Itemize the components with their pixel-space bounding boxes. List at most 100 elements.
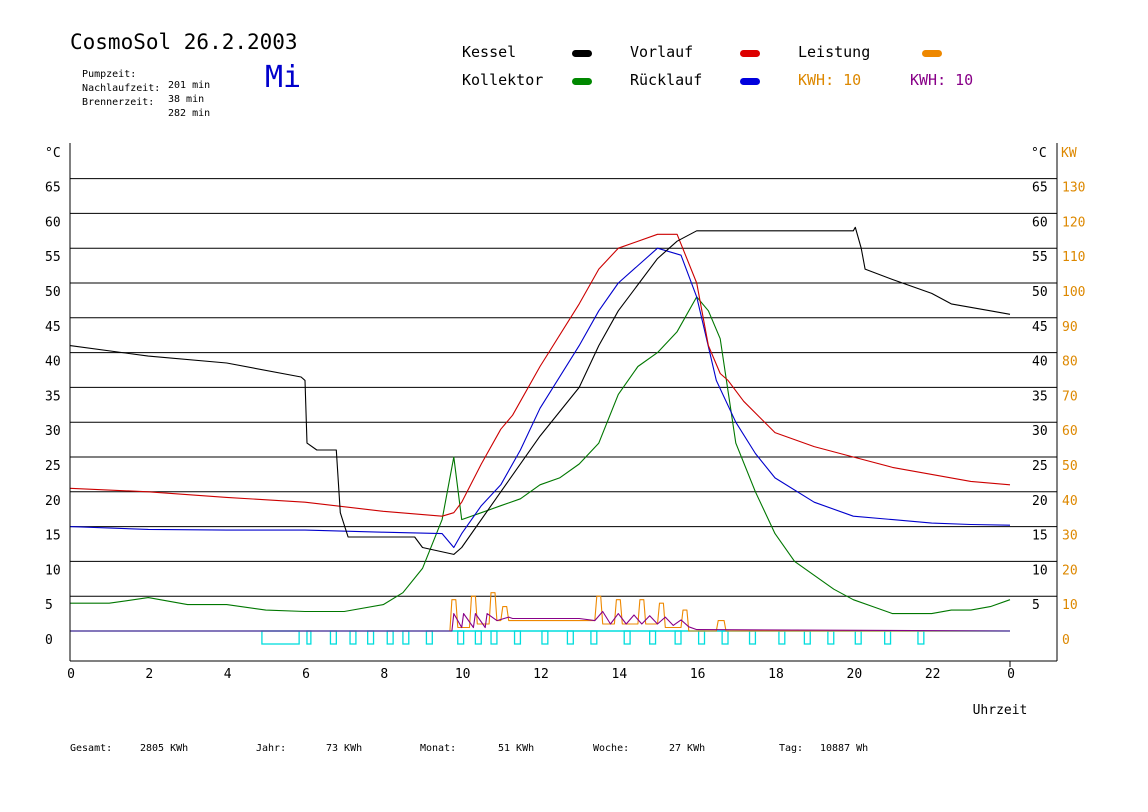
x-tick-label: 6 <box>302 667 310 682</box>
y-tick-left-label: 5 <box>45 598 53 613</box>
legend-kwh-purple: KWH: 10 <box>910 71 974 89</box>
y-tick-left-label: 60 <box>45 215 61 230</box>
y-tick-right-kw-label: 90 <box>1062 320 1078 335</box>
legend-kessel-label: Kessel <box>462 43 517 61</box>
legend-kollektor-label: Kollektor <box>462 71 544 89</box>
pump-bar <box>541 630 549 645</box>
x-tick-label: 2 <box>145 667 153 682</box>
footer-jahr-value: 73 KWh <box>326 743 363 754</box>
pump-bar <box>697 630 706 645</box>
y-tick-right-temp-label: 5 <box>1032 598 1040 613</box>
pump-bar <box>425 630 433 645</box>
info-brennerzeit: Brennerzeit: 282 min <box>70 86 210 119</box>
y-tick-right-kw-label: 0 <box>1062 633 1070 648</box>
legend-leistung-label: Leistung <box>798 43 871 61</box>
pump-bar <box>349 630 357 645</box>
series-lines <box>69 226 1011 632</box>
y-tick-right-temp-label: 40 <box>1032 355 1048 370</box>
y-tick-right-kw-label: 30 <box>1062 529 1078 544</box>
pump-bar <box>827 630 835 645</box>
y-tick-right-temp-label: 15 <box>1032 529 1048 544</box>
pump-bar <box>402 630 410 645</box>
y-tick-left-label: 55 <box>45 250 61 265</box>
tick-labels: 0510152025303540455055606551015202530354… <box>45 146 1085 718</box>
pump-bar <box>590 630 598 645</box>
pump-bar <box>884 630 892 645</box>
pump-bar <box>329 630 337 645</box>
legend-kwh-orange: KWH: 10 <box>798 71 862 89</box>
y-tick-left-label: 25 <box>45 459 61 474</box>
info-value: 282 min <box>168 108 211 119</box>
info-label: Nachlaufzeit: <box>82 83 161 94</box>
pump-bar <box>490 630 498 645</box>
pump-bar <box>474 630 482 645</box>
grid-lines <box>70 178 1057 597</box>
x-tick-label: 4 <box>224 667 232 682</box>
y-tick-right-kw-label: 80 <box>1062 355 1078 370</box>
y-tick-right-temp-label: 55 <box>1032 250 1048 265</box>
info-label: Brennerzeit: <box>82 97 155 108</box>
footer-gesamt-value: 2805 KWh <box>140 743 189 754</box>
info-value: 38 min <box>168 94 205 105</box>
pump-bar <box>649 630 657 645</box>
pump-bar <box>566 630 574 645</box>
y-tick-right-temp-label: 45 <box>1032 320 1048 335</box>
pump-bar <box>854 630 862 645</box>
y-tick-left-label: 50 <box>45 285 61 300</box>
page-title: CosmoSol 26.2.2003 <box>70 30 298 54</box>
x-tick-label: 20 <box>847 667 863 682</box>
info-pumpzeit: Pumpzeit: 201 min <box>70 58 210 91</box>
x-tick-label: 18 <box>768 667 784 682</box>
weekday-label: Mi <box>265 60 302 95</box>
footer-monat-label: Monat: <box>420 743 457 754</box>
legend-ruecklauf-label: Rücklauf <box>630 71 703 89</box>
legend-kessel-swatch <box>572 50 592 57</box>
x-tick-label: 8 <box>380 667 388 682</box>
series-leistung-line <box>70 592 1010 632</box>
y-tick-left-label: 15 <box>45 529 61 544</box>
y-tick-right-kw-label: 20 <box>1062 563 1078 578</box>
info-nachlaufzeit: Nachlaufzeit: 38 min <box>70 72 204 105</box>
x-tick-label: 16 <box>690 667 706 682</box>
y-tick-right-temp-label: 10 <box>1032 563 1048 578</box>
pump-bar <box>721 630 729 645</box>
footer-tag-label: Tag: <box>779 743 804 754</box>
y-tick-right-kw-label: 70 <box>1062 389 1078 404</box>
footer-jahr-label: Jahr: <box>256 743 287 754</box>
x-tick-label: 0 <box>1007 667 1015 682</box>
x-tick-label: 12 <box>533 667 549 682</box>
y-tick-left-label: 35 <box>45 389 61 404</box>
series-kessel-line <box>69 226 1011 555</box>
y-tick-right-kw-label: 10 <box>1062 598 1078 613</box>
series-kollektor-line <box>70 296 1011 615</box>
footer-woche-value: 27 KWh <box>669 743 706 754</box>
y-tick-right-temp-label: 25 <box>1032 459 1048 474</box>
x-tick-label: 22 <box>925 667 941 682</box>
pump-bars <box>70 630 1010 645</box>
y-tick-right-kw-label: 110 <box>1062 250 1085 265</box>
y-axis-kw-unit: KW <box>1061 146 1077 161</box>
y-axis-left-unit: °C <box>45 146 61 161</box>
y-tick-right-kw-label: 120 <box>1062 215 1085 230</box>
pump-bar <box>674 630 682 645</box>
pump-bar <box>513 630 522 645</box>
x-tick-label: 10 <box>455 667 471 682</box>
pump-bar <box>917 630 925 645</box>
y-tick-left-label: 30 <box>45 424 61 439</box>
x-axis-title: Uhrzeit <box>973 703 1028 718</box>
series-purple-line <box>70 610 1011 632</box>
footer-tag-value: 10887 Wh <box>820 743 869 754</box>
x-tick-label: 14 <box>612 667 628 682</box>
footer-woche-label: Woche: <box>593 743 630 754</box>
pump-bar <box>367 630 375 645</box>
y-tick-left-label: 10 <box>45 563 61 578</box>
y-tick-right-temp-label: 60 <box>1032 215 1048 230</box>
pump-bar <box>803 630 811 645</box>
footer-monat-value: 51 KWh <box>498 743 535 754</box>
pump-bar <box>306 630 312 645</box>
axes <box>69 143 1058 667</box>
series-vorlauf-line <box>69 233 1011 517</box>
legend-vorlauf-swatch <box>740 50 760 57</box>
y-tick-left-label: 40 <box>45 355 61 370</box>
